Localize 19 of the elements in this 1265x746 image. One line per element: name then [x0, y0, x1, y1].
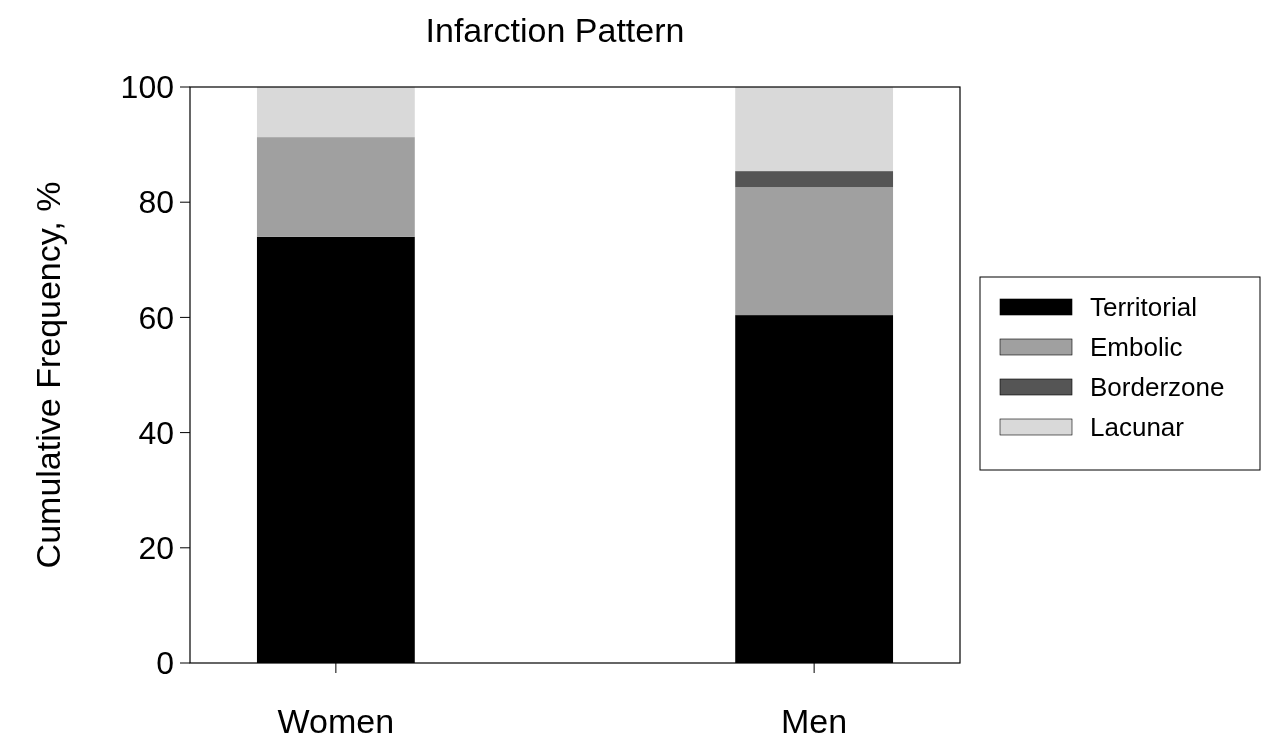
legend-label: Lacunar — [1090, 412, 1185, 443]
bar — [735, 171, 894, 188]
legend-label: Borderzone — [1090, 372, 1225, 403]
legend-label: Embolic — [1090, 332, 1183, 363]
y-tick-label: 40 — [138, 414, 174, 451]
y-tick-label: 20 — [138, 530, 174, 566]
x-tick-label: Men — [781, 702, 848, 740]
y-tick-label: 60 — [138, 299, 174, 336]
x-tick-label: Women — [277, 702, 395, 740]
legend-label: Territorial — [1090, 292, 1197, 323]
chart-title: Infarction Pattern — [425, 11, 685, 49]
bar — [256, 137, 415, 237]
y-tick-label: 100 — [120, 69, 174, 106]
y-axis-title: Cumulative Frequency, % — [29, 181, 67, 569]
bar — [256, 87, 415, 138]
bar — [735, 187, 894, 316]
y-tick-label: 0 — [156, 645, 174, 682]
y-tick-label: 80 — [138, 184, 174, 221]
bar — [735, 87, 894, 172]
